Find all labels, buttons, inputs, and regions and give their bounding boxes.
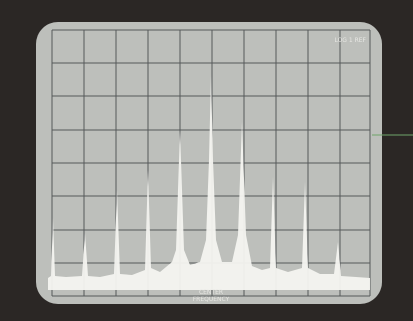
- center-label: CENTER: [199, 289, 223, 296]
- photo: LOG 1 REF CENTER FREQUENCY: [0, 0, 413, 317]
- scale-label: LOG 1 REF: [334, 37, 366, 44]
- frequency-label: FREQUENCY: [193, 296, 230, 303]
